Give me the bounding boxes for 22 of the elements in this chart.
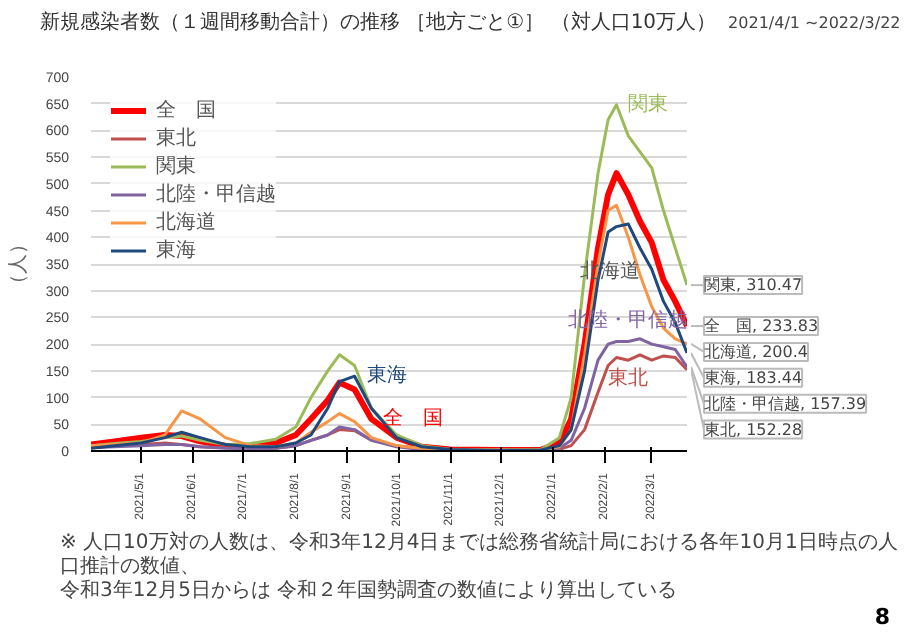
legend-label: 北海道 bbox=[156, 209, 216, 236]
annotation: 東海 bbox=[366, 363, 407, 388]
text: ※ 人口10万対の人数は、令和3年12月4日までは総務省統計局における各年10月1日時点の人口推計の数値、 bbox=[58, 532, 900, 579]
legend-label: 東海 bbox=[156, 237, 196, 264]
legend-label: 東北 bbox=[156, 125, 196, 152]
text: 令和3年12月5日からは 令和２年国勢調査の数値により算出している bbox=[58, 580, 680, 604]
text: 8 bbox=[872, 604, 892, 630]
data-label: 全 国, 233.83 bbox=[703, 317, 819, 336]
data-label: 北陸・甲信越, 157.39 bbox=[703, 394, 867, 413]
data-label: 東海, 183.44 bbox=[703, 368, 803, 387]
data-label: 北海道, 200.4 bbox=[703, 342, 808, 361]
legend-label: 全 国 bbox=[156, 98, 216, 124]
annotation: 関東 bbox=[628, 91, 669, 116]
text: 2021/4/1 ~2022/3/22 bbox=[728, 14, 901, 32]
data-label: 関東, 310.47 bbox=[703, 276, 803, 295]
chart-title: 新規感染者数（１週間移動合計）の推移 ［地方ごと①］ （対人口10万人） bbox=[40, 12, 717, 34]
y-axis-title: （人） bbox=[7, 234, 30, 294]
legend-label: 関東 bbox=[156, 153, 196, 180]
annotation: 全 国 bbox=[383, 405, 444, 430]
data-label: 東北, 152.28 bbox=[703, 420, 803, 439]
legend-label: 北陸・甲信越 bbox=[156, 181, 276, 208]
annotation: 東北 bbox=[608, 366, 649, 391]
